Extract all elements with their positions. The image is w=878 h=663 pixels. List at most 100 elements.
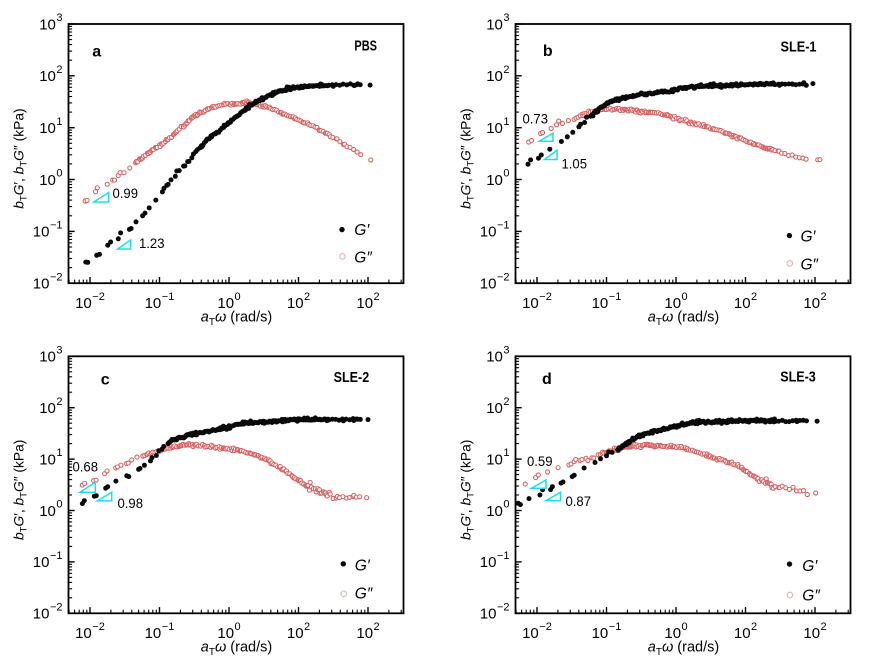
svg-text:G′: G′: [802, 558, 818, 575]
svg-text:10: 10: [664, 625, 681, 642]
svg-text:0: 0: [56, 168, 62, 180]
svg-text:−1: −1: [50, 550, 63, 562]
svg-text:10: 10: [522, 625, 539, 642]
svg-text:10: 10: [75, 295, 92, 312]
svg-text:2: 2: [821, 621, 827, 633]
svg-text:bTG′, bTG″ (kPa): bTG′, bTG″ (kPa): [12, 440, 30, 540]
svg-text:10: 10: [522, 295, 539, 312]
svg-text:10: 10: [803, 295, 820, 312]
svg-text:10: 10: [39, 400, 56, 417]
svg-text:1: 1: [503, 116, 509, 128]
svg-text:10: 10: [486, 451, 503, 468]
svg-text:2: 2: [503, 64, 509, 76]
svg-text:10: 10: [39, 16, 56, 33]
svg-text:2: 2: [821, 291, 827, 303]
svg-text:10: 10: [39, 451, 56, 468]
svg-text:0: 0: [235, 621, 241, 633]
svg-text:SLE-3: SLE-3: [780, 370, 816, 386]
svg-text:0.73: 0.73: [523, 111, 549, 127]
svg-text:G″: G″: [354, 250, 372, 267]
svg-text:10: 10: [486, 120, 503, 137]
svg-text:1.05: 1.05: [562, 156, 588, 172]
svg-text:0.59: 0.59: [527, 453, 553, 469]
svg-text:10: 10: [39, 68, 56, 85]
svg-text:SLE-1: SLE-1: [781, 40, 817, 56]
svg-text:10: 10: [145, 625, 162, 642]
svg-text:10: 10: [486, 349, 503, 366]
svg-text:bTG′, bTG″ (kPa): bTG′, bTG″ (kPa): [459, 108, 477, 208]
svg-text:2: 2: [751, 291, 757, 303]
svg-text:0.87: 0.87: [566, 493, 592, 509]
svg-text:PBS: PBS: [354, 38, 377, 54]
svg-text:10: 10: [803, 625, 820, 642]
svg-text:10: 10: [486, 503, 503, 520]
svg-text:−2: −2: [50, 601, 63, 613]
svg-text:10: 10: [592, 625, 609, 642]
svg-text:1.23: 1.23: [139, 235, 165, 251]
svg-text:c: c: [101, 371, 110, 388]
svg-text:G″: G″: [355, 586, 373, 603]
svg-text:aTω (rad/s): aTω (rad/s): [201, 640, 272, 658]
svg-text:10: 10: [356, 625, 373, 642]
svg-text:0.98: 0.98: [118, 495, 144, 511]
svg-text:G′: G′: [355, 557, 371, 574]
svg-text:0: 0: [235, 291, 241, 303]
svg-text:−2: −2: [497, 271, 510, 283]
svg-text:10: 10: [486, 172, 503, 189]
svg-text:2: 2: [751, 621, 757, 633]
svg-text:10: 10: [734, 625, 751, 642]
svg-text:10: 10: [75, 625, 92, 642]
svg-text:2: 2: [374, 291, 380, 303]
svg-text:10: 10: [480, 224, 497, 241]
svg-text:3: 3: [56, 12, 62, 24]
svg-text:b: b: [543, 43, 553, 60]
svg-text:2: 2: [503, 396, 509, 408]
svg-text:10: 10: [480, 606, 497, 623]
svg-text:10: 10: [33, 224, 50, 241]
svg-text:3: 3: [56, 344, 62, 356]
svg-text:−1: −1: [162, 621, 175, 633]
svg-text:10: 10: [486, 68, 503, 85]
svg-text:1: 1: [56, 447, 62, 459]
svg-text:10: 10: [734, 295, 751, 312]
svg-text:0: 0: [682, 291, 688, 303]
svg-text:2: 2: [374, 621, 380, 633]
svg-text:10: 10: [33, 606, 50, 623]
svg-text:−2: −2: [50, 271, 63, 283]
svg-text:−1: −1: [50, 220, 63, 232]
svg-text:−1: −1: [609, 621, 622, 633]
svg-text:10: 10: [39, 120, 56, 137]
svg-text:G′: G′: [801, 229, 817, 246]
svg-text:0.99: 0.99: [113, 185, 139, 201]
svg-text:−2: −2: [92, 621, 105, 633]
svg-text:10: 10: [33, 276, 50, 293]
svg-text:2: 2: [56, 64, 62, 76]
svg-text:10: 10: [480, 554, 497, 571]
svg-text:bTG′, bTG″ (kPa): bTG′, bTG″ (kPa): [459, 440, 477, 540]
svg-text:10: 10: [39, 172, 56, 189]
svg-text:10: 10: [486, 16, 503, 33]
svg-text:aTω (rad/s): aTω (rad/s): [648, 310, 719, 328]
svg-text:10: 10: [480, 276, 497, 293]
svg-text:0: 0: [503, 499, 509, 511]
svg-text:−1: −1: [497, 220, 510, 232]
svg-text:1: 1: [503, 447, 509, 459]
svg-text:a: a: [92, 44, 101, 61]
svg-text:G′: G′: [354, 222, 370, 239]
svg-text:1: 1: [56, 116, 62, 128]
svg-text:−2: −2: [539, 621, 552, 633]
svg-text:10: 10: [145, 295, 162, 312]
svg-text:2: 2: [304, 291, 310, 303]
svg-text:10: 10: [592, 295, 609, 312]
svg-text:2: 2: [56, 396, 62, 408]
svg-text:10: 10: [33, 554, 50, 571]
svg-text:−2: −2: [497, 601, 510, 613]
svg-text:10: 10: [664, 295, 681, 312]
svg-text:G″: G″: [802, 588, 820, 605]
svg-text:10: 10: [39, 349, 56, 366]
svg-text:10: 10: [39, 503, 56, 520]
svg-text:−1: −1: [162, 291, 175, 303]
svg-text:10: 10: [217, 625, 234, 642]
svg-text:−2: −2: [539, 291, 552, 303]
svg-text:10: 10: [287, 625, 304, 642]
